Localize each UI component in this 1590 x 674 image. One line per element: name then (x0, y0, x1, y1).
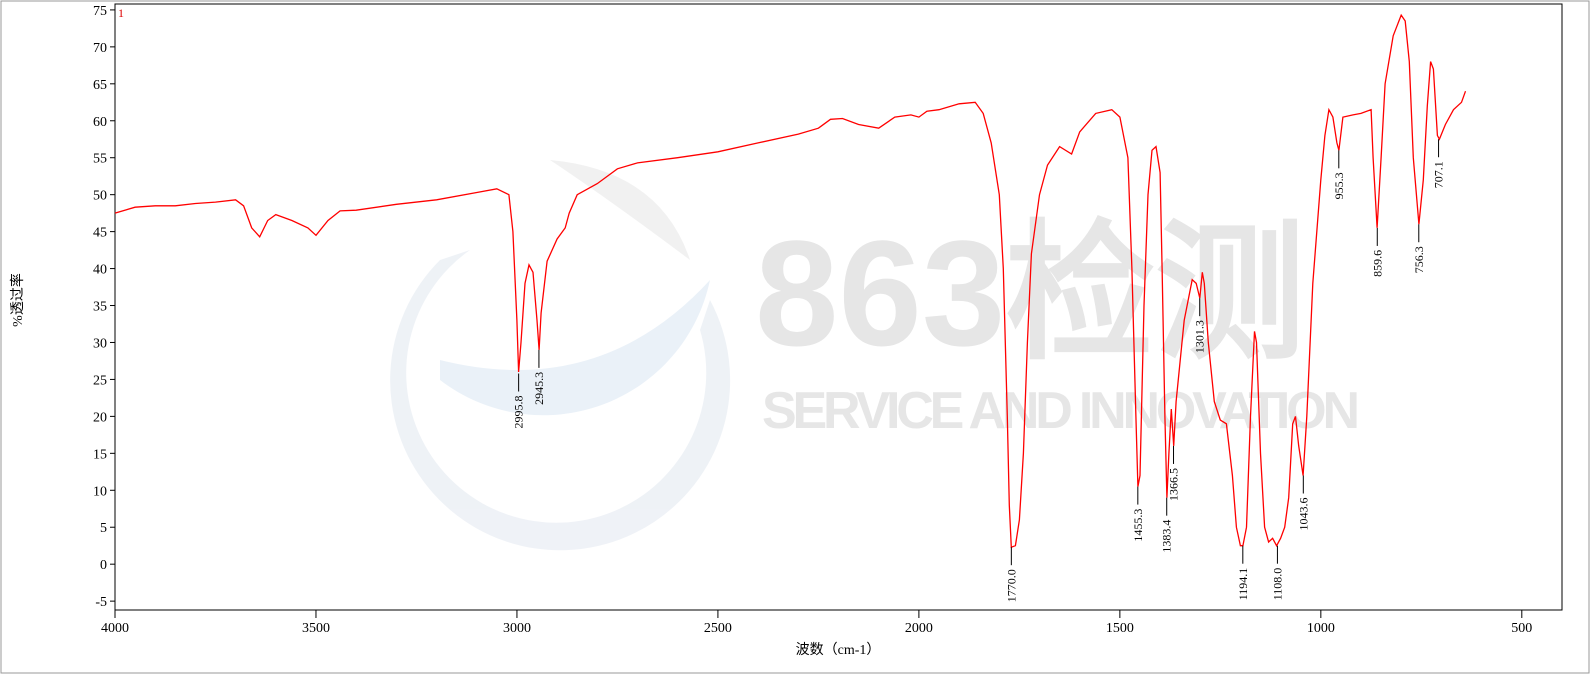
peak-label: 756.3 (1412, 246, 1426, 273)
y-tick-label: 5 (100, 521, 107, 536)
peak-label: 1043.6 (1296, 497, 1310, 530)
watermark-logo (390, 160, 731, 551)
y-tick-label: 0 (100, 558, 107, 573)
y-tick-label: 30 (93, 336, 107, 351)
x-tick-label: 4000 (101, 621, 129, 636)
peak-label: 2995.8 (512, 396, 526, 429)
x-tick-label: 3000 (503, 621, 531, 636)
peak-label: 1301.3 (1193, 320, 1207, 353)
x-tick-label: 2000 (905, 621, 933, 636)
y-tick-label: -5 (95, 595, 107, 610)
y-tick-label: 45 (93, 226, 107, 241)
y-tick-label: 60 (93, 115, 107, 130)
peak-label: 1455.3 (1131, 509, 1145, 542)
y-tick-label: 75 (93, 4, 107, 19)
peak-label: 1108.0 (1270, 568, 1284, 601)
y-tick-label: 65 (93, 78, 107, 93)
y-tick-label: 40 (93, 263, 107, 278)
peak-label: 1383.4 (1160, 520, 1174, 553)
y-tick-label: 70 (93, 41, 107, 56)
x-tick-label: 500 (1511, 621, 1532, 636)
y-tick-label: 50 (93, 189, 107, 204)
peak-label: 2945.3 (532, 372, 546, 405)
x-tick-label: 1500 (1106, 621, 1134, 636)
peak-label: 1194.1 (1236, 568, 1250, 601)
peak-label: 707.1 (1432, 161, 1446, 188)
y-tick-label: 25 (93, 373, 107, 388)
peak-label: 1770.0 (1004, 569, 1018, 602)
peak-label: 859.6 (1370, 250, 1384, 277)
watermark-subtitle: SERVICE AND INNOVATION (762, 382, 1360, 440)
y-tick-label: 55 (93, 152, 107, 167)
peak-label: 1366.5 (1167, 468, 1181, 501)
series-label: 1 (118, 6, 124, 20)
y-tick-label: 20 (93, 410, 107, 425)
x-tick-label: 2500 (704, 621, 732, 636)
y-axis-label: %透过率 (9, 273, 26, 327)
x-tick-label: 1000 (1307, 621, 1335, 636)
spectrum-line (114, 13, 1467, 549)
x-axis-label: 波数（cm-1） (796, 642, 881, 658)
plot-border (114, 3, 1563, 611)
peak-label: 955.3 (1332, 172, 1346, 199)
y-tick-label: 15 (93, 447, 107, 462)
x-tick-label: 3500 (302, 621, 330, 636)
y-tick-label: 35 (93, 300, 107, 315)
y-tick-label: 10 (93, 484, 107, 499)
